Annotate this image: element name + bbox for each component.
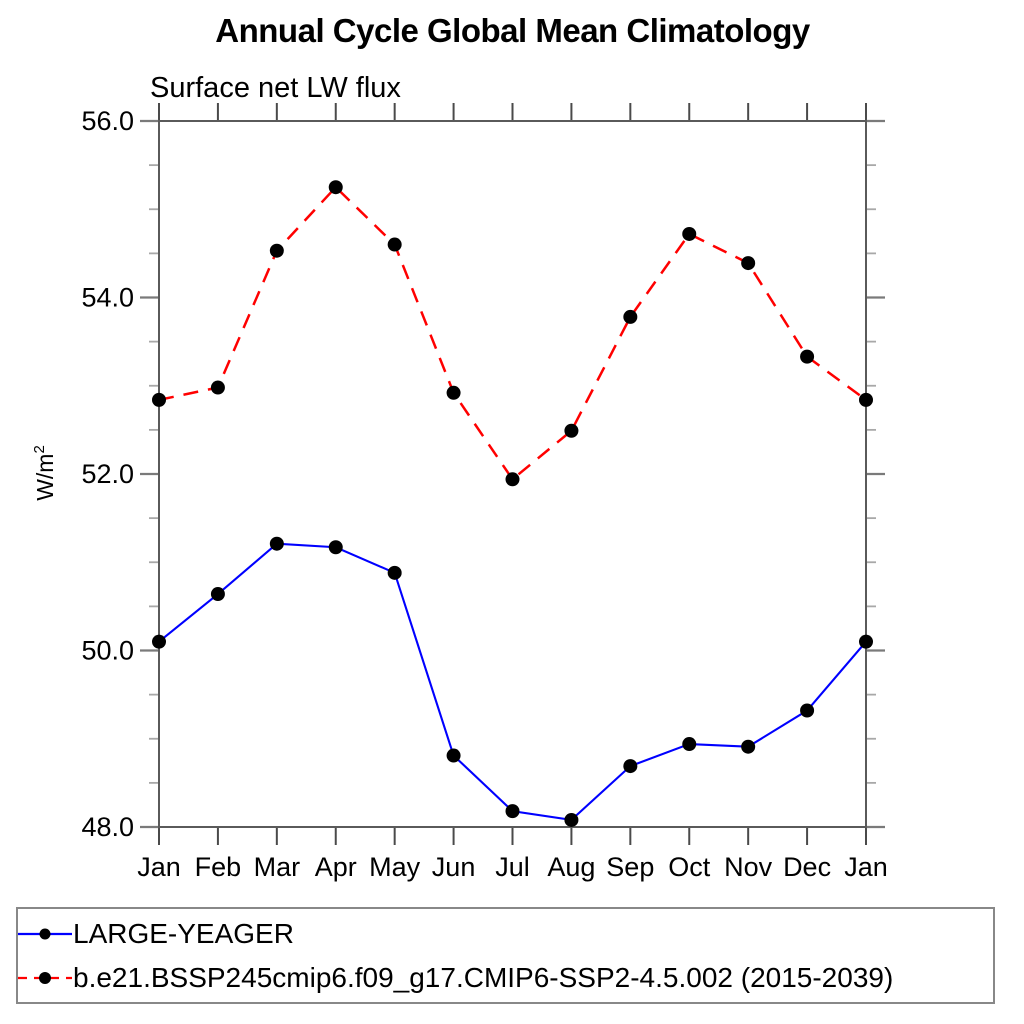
x-tick-label: Jan (844, 852, 888, 882)
data-point-0 (387, 565, 402, 580)
chart-title: Annual Cycle Global Mean Climatology (215, 12, 810, 49)
x-tick-label: Nov (724, 852, 773, 882)
y-tick-label: 54.0 (81, 283, 134, 313)
legend-label-cmip6: b.e21.BSSP245cmip6.f09_g17.CMIP6-SSP2-4.… (73, 961, 894, 993)
data-point-1 (800, 349, 815, 364)
legend-sample-dashed-line (18, 971, 72, 984)
data-point-1 (328, 180, 343, 195)
data-point-1 (505, 472, 520, 487)
legend: LARGE-YEAGER b.e21.BSSP245cmip6.f09_g17.… (16, 907, 995, 1004)
data-point-1 (152, 392, 166, 407)
data-point-1 (269, 243, 284, 258)
data-point-0 (682, 737, 697, 752)
data-point-0 (505, 804, 520, 819)
data-point-0 (152, 634, 166, 649)
x-tick-label: Apr (315, 852, 357, 882)
data-point-0 (623, 759, 638, 774)
y-tick-label: 48.0 (81, 812, 134, 842)
x-tick-label: Mar (254, 852, 301, 882)
data-point-1 (446, 385, 461, 400)
legend-label-large-yeager: LARGE-YEAGER (73, 917, 294, 949)
data-point-0 (741, 739, 756, 754)
x-tick-label: Feb (195, 852, 242, 882)
data-point-0 (564, 812, 579, 827)
x-tick-label: Aug (547, 852, 595, 882)
data-point-1 (859, 392, 873, 407)
x-tick-label: Jul (495, 852, 530, 882)
data-point-1 (210, 380, 225, 395)
data-point-0 (859, 634, 873, 649)
data-point-0 (210, 587, 225, 602)
data-point-1 (387, 237, 402, 252)
chart-subtitle: Surface net LW flux (150, 72, 401, 104)
data-point-1 (682, 226, 697, 241)
plot-frame (158, 120, 867, 828)
series-line-0 (158, 542, 867, 822)
x-tick-label: Jun (432, 852, 476, 882)
data-point-1 (741, 256, 756, 271)
x-tick-label: Dec (783, 852, 831, 882)
data-point-1 (623, 309, 638, 324)
y-tick-label: 50.0 (81, 636, 134, 666)
legend-entry-large-yeager: LARGE-YEAGER (18, 912, 993, 956)
data-point-1 (564, 423, 579, 438)
data-point-0 (446, 748, 461, 763)
data-point-0 (328, 540, 343, 555)
y-tick-label: 56.0 (81, 106, 134, 136)
data-point-0 (800, 703, 815, 718)
series-line-1 (158, 185, 867, 482)
legend-marker-dot (39, 928, 51, 939)
legend-sample-solid-line (18, 928, 72, 939)
legend-entry-cmip6: b.e21.BSSP245cmip6.f09_g17.CMIP6-SSP2-4.… (18, 956, 993, 1000)
x-tick-label: Sep (606, 852, 654, 882)
x-tick-label: Jan (137, 852, 181, 882)
legend-marker-dot (39, 971, 51, 984)
x-tick-label: May (369, 852, 421, 882)
x-tick-label: Oct (668, 852, 711, 882)
y-tick-label: 52.0 (81, 459, 134, 489)
data-point-0 (269, 536, 284, 551)
